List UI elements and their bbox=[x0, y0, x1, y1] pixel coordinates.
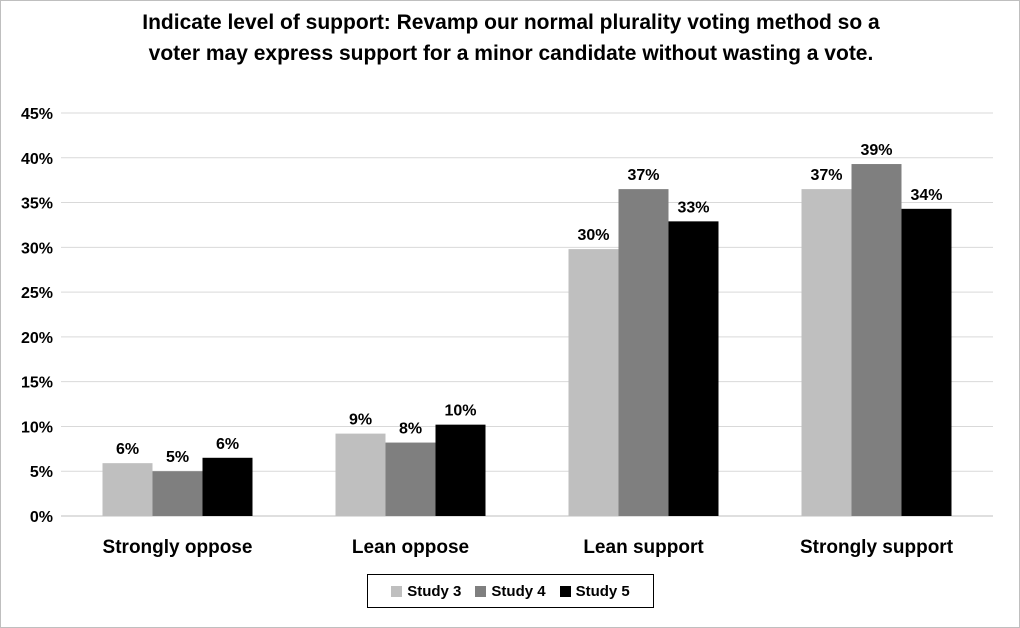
plot-area: 0% 5% 10% 15% 20% 25% 30% 35% 40% 45% 6% 5% 6% Strong… bbox=[21, 106, 993, 558]
legend-entry-study-3: Study 3 bbox=[391, 583, 461, 600]
bar bbox=[568, 249, 619, 516]
legend-swatch bbox=[475, 585, 487, 597]
bar bbox=[801, 189, 852, 516]
data-label: 33% bbox=[677, 199, 709, 216]
data-label: 34% bbox=[910, 187, 942, 204]
legend-swatch bbox=[559, 585, 571, 597]
data-label: 8% bbox=[399, 421, 422, 438]
y-tick-label: 45% bbox=[21, 106, 53, 123]
bar bbox=[901, 208, 952, 516]
bar bbox=[618, 189, 669, 516]
data-label: 9% bbox=[349, 412, 372, 429]
y-tick-label: 15% bbox=[21, 375, 53, 392]
category-label: Lean support bbox=[583, 537, 704, 558]
category-label: Strongly oppose bbox=[103, 537, 253, 558]
bar bbox=[851, 164, 902, 516]
data-label: 30% bbox=[577, 227, 609, 244]
chart-title-line-1: Indicate level of support: Revamp our no… bbox=[142, 11, 880, 34]
bar bbox=[668, 221, 719, 516]
bar bbox=[385, 442, 436, 516]
legend-label: Study 5 bbox=[575, 582, 630, 600]
data-label: 37% bbox=[810, 167, 842, 184]
y-tick-label: 30% bbox=[21, 240, 53, 257]
bar bbox=[102, 463, 153, 516]
bar bbox=[335, 433, 386, 516]
bar bbox=[435, 424, 486, 516]
y-tick-label: 0% bbox=[30, 509, 53, 526]
data-label: 6% bbox=[116, 441, 139, 458]
legend-entry-study-4: Study 4 bbox=[475, 582, 546, 600]
category-label: Strongly support bbox=[800, 537, 954, 558]
bar bbox=[202, 457, 253, 516]
data-label: 37% bbox=[627, 167, 659, 184]
data-label: 10% bbox=[444, 403, 476, 420]
legend-entry-study-5: Study 5 bbox=[559, 582, 630, 600]
category-label: Lean oppose bbox=[352, 537, 469, 558]
data-label: 5% bbox=[166, 449, 189, 466]
y-tick-label: 20% bbox=[21, 330, 53, 347]
chart-title: Indicate level of support: Revamp our no… bbox=[61, 7, 961, 69]
legend-label: Study 3 bbox=[407, 582, 462, 600]
y-tick-label: 10% bbox=[21, 419, 53, 436]
bar bbox=[152, 471, 203, 516]
legend-swatch bbox=[391, 585, 403, 597]
y-tick-label: 40% bbox=[21, 151, 53, 168]
y-tick-label: 5% bbox=[30, 464, 53, 481]
chart-title-line-2: voter may express support for a minor ca… bbox=[148, 42, 874, 65]
y-tick-label: 25% bbox=[21, 285, 53, 302]
legend: Study 3 Study 4 Study 5 bbox=[367, 574, 654, 608]
data-label: 6% bbox=[216, 436, 239, 453]
data-label: 39% bbox=[860, 142, 892, 159]
legend-label: Study 4 bbox=[491, 582, 546, 600]
y-tick-label: 35% bbox=[21, 196, 53, 213]
